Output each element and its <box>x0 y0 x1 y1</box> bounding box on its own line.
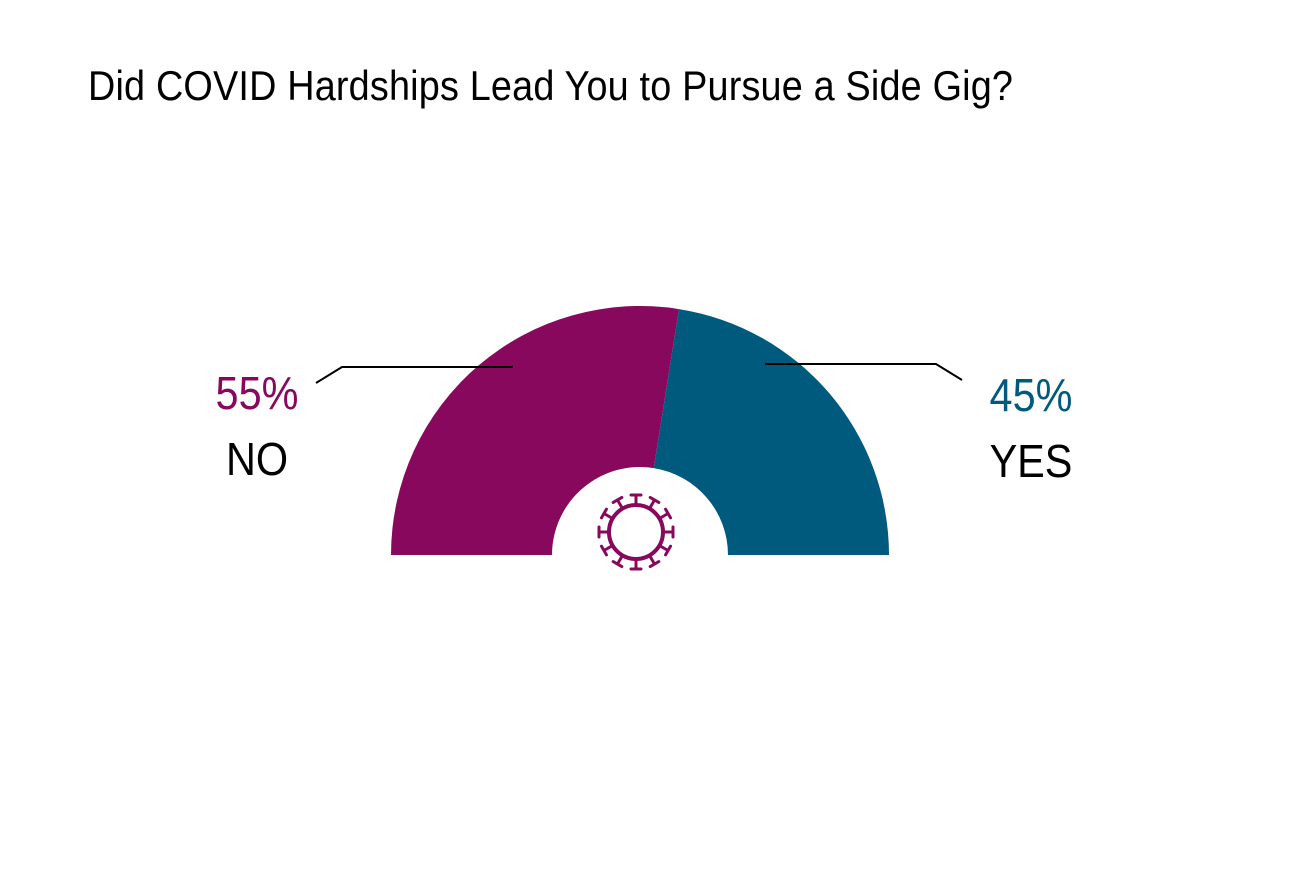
virus-spike-cap <box>611 495 624 504</box>
virus-spike-cap <box>599 544 608 557</box>
slices-group <box>391 306 889 555</box>
slice-category-no: NO <box>225 433 289 485</box>
slice-yes <box>653 309 889 555</box>
leader-line-yes <box>765 363 963 381</box>
slice-no <box>391 306 679 555</box>
virus-spike-cap <box>599 507 608 520</box>
slice-value-no: 55% <box>215 367 299 419</box>
virus-spike-cap <box>648 495 661 504</box>
virus-spike <box>648 499 656 510</box>
virus-spike <box>603 512 614 520</box>
virus-spike <box>658 544 669 552</box>
slice-category-yes: YES <box>989 435 1073 487</box>
leader-lines-group <box>315 363 963 384</box>
virus-spike-cap <box>664 507 673 520</box>
virus-icon <box>597 493 675 571</box>
virus-spike <box>603 544 614 552</box>
chart-title: Did COVID Hardships Lead You to Pursue a… <box>88 62 1014 109</box>
virus-spike <box>616 499 624 510</box>
virus-body <box>607 503 665 561</box>
slice-label-no: 55% NO <box>177 370 337 482</box>
slice-label-yes: 45% YES <box>951 372 1111 484</box>
slice-value-yes: 45% <box>989 369 1073 421</box>
leader-line-no <box>315 366 513 384</box>
virus-spike <box>648 554 656 565</box>
virus-spike-cap <box>664 544 673 557</box>
virus-spike-cap <box>611 560 624 569</box>
virus-spike <box>616 554 624 565</box>
virus-spike-cap <box>648 560 661 569</box>
virus-spike <box>658 512 669 520</box>
